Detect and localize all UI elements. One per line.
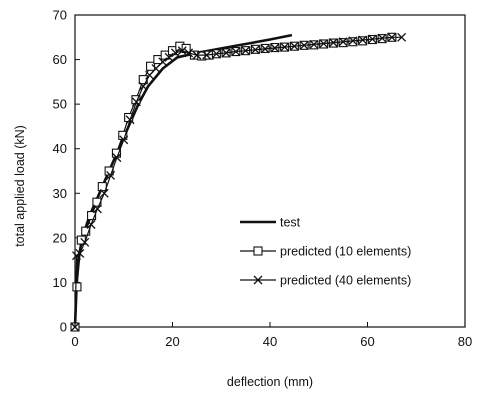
data-point xyxy=(81,226,91,236)
data-point xyxy=(119,135,129,145)
data-point xyxy=(177,46,187,56)
data-point xyxy=(170,48,180,58)
data-point xyxy=(70,322,80,332)
legend: test predicted (10 elements) predicted (40… xyxy=(240,216,411,288)
legend-item-1: test xyxy=(240,216,301,230)
data-point xyxy=(319,39,329,48)
y-tick-label: 60 xyxy=(53,52,67,67)
x-tick-label: 0 xyxy=(71,334,78,349)
y-tick-label: 20 xyxy=(53,230,67,245)
data-point xyxy=(80,237,90,247)
legend-marker xyxy=(253,246,263,256)
data-point xyxy=(221,48,231,58)
data-point xyxy=(138,81,148,91)
data-point xyxy=(158,57,168,67)
legend-label: test xyxy=(280,216,301,230)
series-line xyxy=(74,36,402,328)
series-line xyxy=(73,33,293,328)
series-3 xyxy=(70,32,407,332)
data-point xyxy=(164,52,174,62)
data-point xyxy=(377,33,387,43)
x-tick-label: 80 xyxy=(458,334,472,349)
y-axis-title: total applied load (kN) xyxy=(13,125,27,247)
data-point xyxy=(131,97,141,107)
legend-item-3: predicted (40 elements) xyxy=(240,274,411,288)
axes: 0 20 40 60 80 0 10 20 30 40 50 60 70 xyxy=(53,8,473,350)
x-tick-label: 20 xyxy=(165,334,179,349)
x-tick-label: 60 xyxy=(360,334,374,349)
x-tick-label: 40 xyxy=(263,334,277,349)
series-layer xyxy=(70,32,407,332)
y-tick-label: 30 xyxy=(53,186,67,201)
data-point xyxy=(358,35,368,45)
data-point xyxy=(397,32,407,42)
data-point xyxy=(309,39,319,49)
data-point xyxy=(338,37,348,47)
data-point xyxy=(387,32,397,42)
data-point xyxy=(250,45,260,55)
data-point xyxy=(328,38,338,48)
data-point xyxy=(151,64,161,73)
data-point xyxy=(299,40,309,50)
data-point xyxy=(367,34,377,44)
data-point xyxy=(192,50,202,60)
data-point xyxy=(86,220,96,229)
x-axis-title: deflection (mm) xyxy=(227,375,313,389)
data-point xyxy=(211,49,221,59)
data-point xyxy=(99,188,109,198)
y-tick-label: 50 xyxy=(53,97,67,112)
data-point xyxy=(92,204,102,214)
data-point xyxy=(231,47,241,57)
data-point xyxy=(289,41,299,51)
data-point xyxy=(72,282,82,292)
data-point xyxy=(75,248,85,258)
data-point xyxy=(112,153,122,163)
legend-marker xyxy=(253,275,263,285)
data-point xyxy=(87,211,97,221)
y-tick-label: 0 xyxy=(60,320,67,335)
legend-item-2: predicted (10 elements) xyxy=(240,245,411,259)
data-point xyxy=(184,48,194,58)
data-point xyxy=(270,43,280,53)
y-tick-label: 70 xyxy=(53,8,67,23)
data-point xyxy=(241,46,251,56)
data-point xyxy=(125,115,135,125)
data-point xyxy=(106,170,116,180)
data-point xyxy=(280,42,290,52)
data-point xyxy=(202,50,212,60)
data-point xyxy=(348,36,358,46)
legend-label: predicted (40 elements) xyxy=(280,274,411,288)
series-1 xyxy=(73,33,293,328)
data-point xyxy=(104,166,114,176)
y-tick-label: 10 xyxy=(53,275,67,290)
data-point xyxy=(260,44,270,54)
y-tick-label: 40 xyxy=(53,141,67,156)
legend-label: predicted (10 elements) xyxy=(280,245,411,259)
